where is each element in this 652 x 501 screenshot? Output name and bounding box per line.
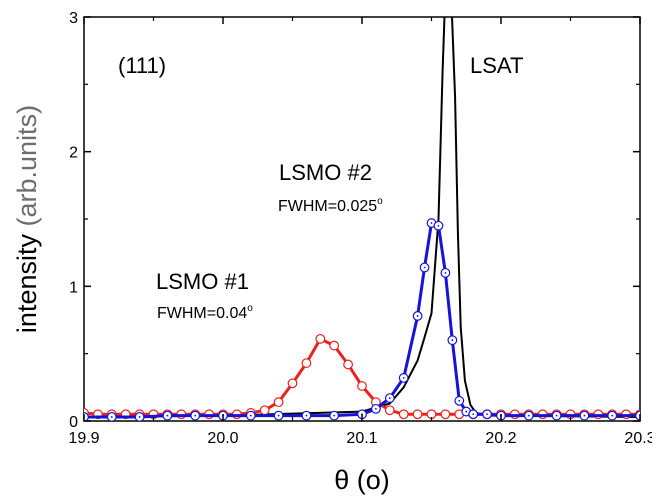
point-center-lsmo-2-15 <box>423 266 426 269</box>
lsmo2-fwhm-unit: o <box>377 196 383 207</box>
series-lsat <box>84 17 640 418</box>
y-tick-label-0: 0 <box>69 414 78 431</box>
point-center-lsmo-2-28 <box>611 414 614 417</box>
point-center-lsmo-2-23 <box>486 413 488 416</box>
point-center-lsmo-2-1 <box>110 416 113 418</box>
point-center-lsmo-2-7 <box>277 414 280 417</box>
point-center-lsmo-2-26 <box>555 414 558 417</box>
series-lsmo-2 <box>84 218 640 421</box>
point-lsmo-1-17 <box>315 333 326 344</box>
point-center-lsmo-2-8 <box>305 414 308 417</box>
point-center-lsmo-2-25 <box>527 414 530 417</box>
y-tick-label-1: 1 <box>69 279 78 296</box>
lsmo2-label: LSMO #2 <box>279 160 372 185</box>
x-axis-title: θ (o) <box>334 465 390 495</box>
lsmo1-fwhm-unit: o <box>247 303 253 314</box>
point-lsmo-1-23 <box>398 409 409 420</box>
axis-layer: 19.9 20.0 20.1 20.2 20.3 0 1 2 3 <box>68 10 652 447</box>
point-center-lsmo-2-19 <box>451 339 454 342</box>
x-tick-label-1: 20.0 <box>207 430 238 447</box>
series-line-lsmo-1 <box>84 337 640 416</box>
point-lsmo-1-16 <box>301 358 312 368</box>
point-center-lsmo-2-2 <box>138 416 141 418</box>
plot-frame <box>83 16 641 422</box>
point-center-lsmo-2-21 <box>465 410 468 413</box>
y-tick-label-3: 3 <box>69 10 78 27</box>
point-lsmo-1-26 <box>440 409 451 420</box>
lsmo1-label: LSMO #1 <box>156 269 249 294</box>
point-lsmo-2-0 <box>84 412 89 421</box>
y-axis-title: intensity (arb.units) <box>12 105 42 333</box>
point-center-lsmo-2-11 <box>375 407 377 410</box>
point-center-lsmo-2-18 <box>444 271 447 274</box>
y-axis-title-units: (arb.units) <box>12 105 42 227</box>
x-tick-label-3: 20.2 <box>485 430 516 447</box>
x-tick-label-2: 20.1 <box>346 430 377 447</box>
lsat-label: LSAT <box>470 53 523 78</box>
point-center-lsmo-2-20 <box>458 399 461 402</box>
series-line-lsat <box>84 17 640 418</box>
point-lsmo-1-24 <box>412 409 423 420</box>
point-center-lsmo-2-16 <box>430 222 433 224</box>
point-center-lsmo-2-12 <box>388 397 391 400</box>
point-lsmo-2-29 <box>635 410 640 421</box>
point-lsmo-1-19 <box>343 359 354 370</box>
point-lsmo-1-15 <box>287 378 298 389</box>
point-lsmo-1-18 <box>329 340 340 351</box>
point-center-lsmo-2-3 <box>166 414 169 417</box>
y-tick-label-2: 2 <box>69 145 78 162</box>
lsmo1-fwhm-text: FWHM=0.04 <box>157 305 247 322</box>
lsmo2-fwhm-text: FWHM=0.025 <box>278 198 377 215</box>
x-tick-label-4: 20.3 <box>624 430 652 447</box>
y-axis-title-main: intensity <box>12 234 42 334</box>
point-center-lsmo-2-17 <box>437 224 440 227</box>
x-tick-label-0: 19.9 <box>68 430 99 447</box>
lsmo1-fwhm: FWHM=0.04o <box>157 303 253 322</box>
series-layer <box>84 17 640 421</box>
point-center-lsmo-2-4 <box>194 414 197 417</box>
point-center-lsmo-2-9 <box>333 414 336 417</box>
point-lsmo-1-13 <box>259 405 270 416</box>
point-center-lsmo-2-14 <box>416 315 419 317</box>
point-center-lsmo-2-22 <box>472 413 475 416</box>
point-lsmo-1-20 <box>357 381 367 391</box>
point-center-lsmo-2-13 <box>402 377 405 379</box>
lsmo2-fwhm: FWHM=0.025o <box>278 196 383 215</box>
point-center-lsmo-2-6 <box>249 414 252 417</box>
point-lsmo-1-22 <box>384 405 395 416</box>
point-lsmo-1-14 <box>273 397 284 408</box>
series-lsmo-1 <box>84 333 640 420</box>
point-center-lsmo-2-27 <box>583 414 586 417</box>
reflection-label: (111) <box>118 53 166 78</box>
